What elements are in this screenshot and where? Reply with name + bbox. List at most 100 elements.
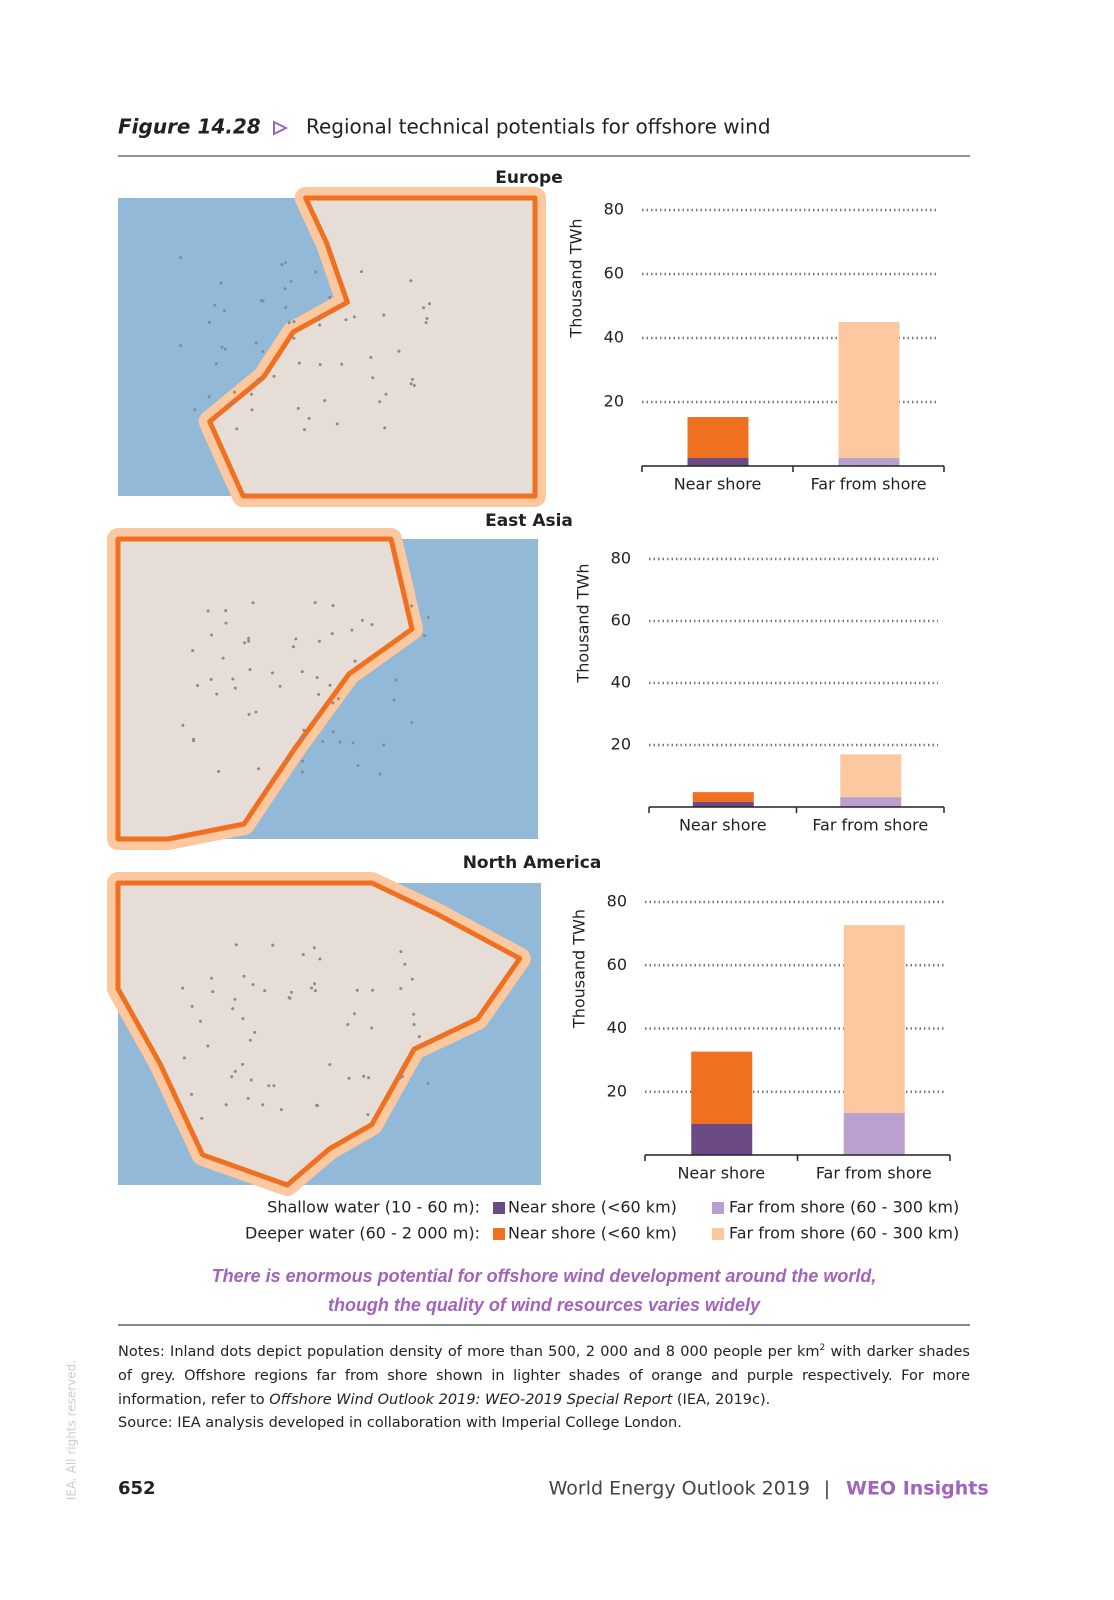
map-dot [360,618,364,622]
bar [692,792,754,803]
map-dot [248,1038,252,1042]
map-dot [251,983,255,987]
map-dot [321,739,325,743]
map-dot [284,305,288,309]
map-dot [371,376,375,380]
map-dot [328,1063,332,1067]
map-dot [410,720,414,724]
map-dot [292,336,296,340]
map-dot [257,767,261,771]
map-dot [356,763,360,767]
y-tick-label: 60 [611,611,631,630]
bar [843,1112,905,1155]
side-note: IEA. All rights reserved. [65,1360,79,1500]
map-dot [249,392,253,396]
map-dot [369,355,373,359]
y-tick-label: 80 [604,200,624,219]
legend-swatch [712,1202,724,1214]
map-dot [362,1074,366,1078]
map-dot [224,609,228,613]
map-dot [230,1075,234,1079]
map-dot [353,659,357,663]
map-dot [209,677,213,681]
y-tick-label: 80 [607,892,627,911]
map-dot [289,990,293,994]
map-dot [291,645,295,649]
map-dot [261,299,265,303]
map-dot [223,347,227,351]
legend-row-label: Shallow water (10 - 60 m): [267,1198,480,1217]
y-axis-label: Thousand TWh [570,909,589,1029]
legend-label: Near shore (<60 km) [508,1224,677,1243]
map-dot [397,349,401,353]
map-dot [352,315,356,319]
figure-label: Figure 14.28 [118,115,261,139]
map-dot [214,362,218,366]
y-tick-label: 20 [604,392,624,411]
caption-line: There is enormous potential for offshore… [211,1266,877,1286]
map-dot [193,408,197,412]
map-dot [318,323,322,327]
map-dot [300,670,304,674]
map-dot [289,279,293,283]
map-dot [249,1078,253,1082]
map-dot [253,1030,257,1034]
map-dot [315,676,319,680]
map-dot [283,287,287,291]
y-tick-label: 80 [611,549,631,568]
map-dot [399,986,403,990]
section: WEO Insights [846,1478,989,1500]
map-dot [191,649,195,653]
x-tick-label: Far from shore [811,475,927,494]
map-dot [280,263,284,267]
y-tick-label: 40 [607,1018,627,1037]
bar [838,322,900,458]
map-dot [208,320,212,324]
map-dot [383,426,387,430]
bar [840,754,902,798]
map-dot [400,1075,404,1079]
map-dot [283,261,287,265]
map-dot [330,632,334,636]
map-dot [215,692,219,696]
map-dot [384,392,388,396]
map-dot [261,1103,265,1107]
map-dot [300,770,304,774]
map-dot [190,1004,194,1008]
x-tick-label: Far from shore [812,816,928,835]
y-tick-label: 20 [611,735,631,754]
map-dot [297,361,301,365]
map-dot [247,636,251,640]
map-dot [192,739,196,743]
map-dot [302,428,306,432]
map-dot [366,1113,370,1117]
map-dot [287,321,291,325]
legend-swatch [493,1202,505,1214]
map-dot [347,1076,351,1080]
map-dot [315,718,319,722]
map-dot [234,943,238,947]
map-dot [206,609,210,613]
map-dot [382,313,386,317]
map-dot [412,1022,416,1026]
map-dot [409,382,413,386]
map-dot [403,962,407,966]
map-dot [279,1108,283,1112]
map-dot [235,427,239,431]
map-dot [370,623,374,627]
legend-row-label: Deeper water (60 - 2 000 m): [245,1224,480,1243]
map-dot [224,621,228,625]
map-dot [351,741,355,745]
map-dot [344,318,348,322]
map-dot [267,1084,271,1088]
map-dot [182,1056,186,1060]
map-dot [246,1096,250,1100]
map-dot [346,1023,350,1027]
legend-swatch [493,1228,505,1240]
map-dot [272,1084,276,1088]
y-tick-label: 40 [604,328,624,347]
source: Source: IEA analysis developed in collab… [118,1415,682,1431]
chart-title: Europe [495,168,562,188]
map-dot [338,740,342,744]
